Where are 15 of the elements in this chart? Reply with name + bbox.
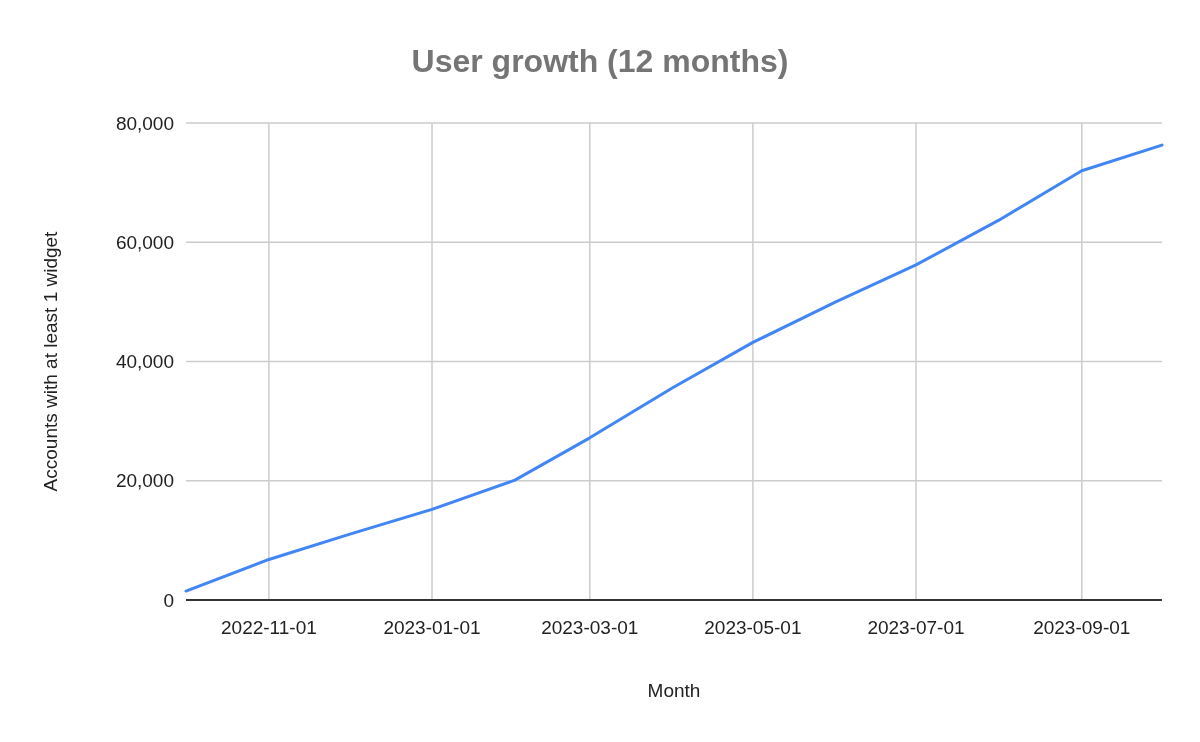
- x-tick-label: 2023-01-01: [383, 617, 481, 638]
- x-axis-title: Month: [647, 680, 701, 701]
- chart-title: User growth (12 months): [411, 43, 789, 79]
- y-tick-label: 80,000: [115, 112, 174, 134]
- x-tick-label: 2023-05-01: [704, 617, 802, 638]
- y-tick-label: 20,000: [115, 470, 174, 492]
- line-series: [184, 143, 1164, 593]
- y-axis-title: Accounts with at least 1 widget: [40, 230, 61, 492]
- x-tick-label: 2023-09-01: [1033, 617, 1131, 638]
- y-tick-label: 40,000: [115, 351, 174, 373]
- y-tick-label: 0: [163, 589, 174, 611]
- x-tick-label: 2023-07-01: [867, 617, 965, 638]
- x-tick-label: 2022-11-01: [221, 617, 317, 638]
- y-tick-label: 60,000: [115, 231, 174, 253]
- x-tick-label: 2023-03-01: [541, 617, 639, 638]
